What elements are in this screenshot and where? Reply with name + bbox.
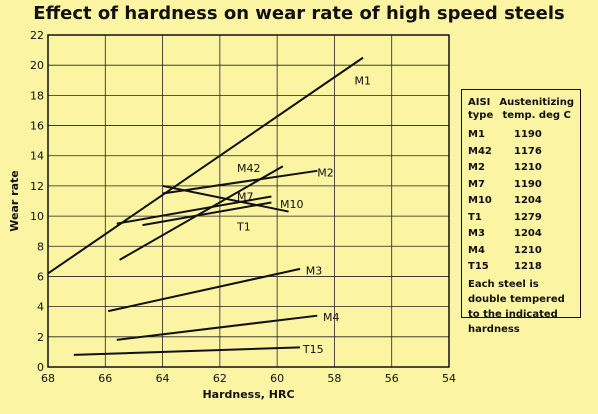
x-tick-label: 62	[213, 372, 227, 385]
series-label-t15: T15	[302, 343, 324, 356]
y-tick-label: 2	[37, 331, 44, 344]
legend-row: T15 1218	[468, 259, 574, 276]
series-line-m2	[162, 169, 318, 195]
series-label-m2: M2	[317, 166, 334, 179]
legend-type: M7	[468, 178, 485, 190]
x-tick-label: 56	[385, 372, 399, 385]
x-tick-label: 66	[98, 372, 112, 385]
series-line-t1	[162, 184, 289, 213]
legend-type: T1	[468, 211, 482, 223]
x-tick-label: 54	[442, 372, 456, 385]
x-tick-label: 58	[327, 372, 341, 385]
x-tick-label: 68	[41, 372, 55, 385]
series-line-t15	[73, 346, 301, 356]
series-label-m7: M7	[237, 190, 254, 203]
y-tick-label: 0	[37, 361, 44, 374]
plot-frame	[47, 34, 450, 368]
legend-header-temp: Austenitizing temp. deg C	[499, 97, 574, 121]
series-label-t1: T1	[236, 221, 251, 234]
legend-temp: 1204	[514, 228, 542, 239]
legend-type: T15	[468, 261, 489, 272]
y-tick-label: 6	[37, 270, 44, 283]
legend-type: M4	[468, 244, 485, 256]
series-layer: M1 M42 M2 M7 M10 T1 M3 M4 T15	[47, 56, 371, 356]
legend-temp: 1190	[514, 129, 542, 140]
y-tick-label: 16	[30, 120, 44, 133]
legend-row: M2 1210	[468, 160, 574, 177]
x-tick-label: 60	[270, 372, 284, 385]
legend-type: M3	[468, 228, 485, 239]
y-tick-label: 18	[30, 89, 44, 102]
legend-header: AISI type Austenitizing temp. deg C	[468, 96, 574, 122]
series-label-m42: M42	[237, 162, 260, 175]
legend-type: M42	[468, 145, 492, 157]
legend-row: T1 1279	[468, 210, 574, 227]
y-tick-label: 8	[37, 240, 44, 253]
series-line-m7	[116, 195, 272, 225]
legend-type: M10	[468, 195, 492, 206]
y-tick-label: 12	[30, 180, 44, 193]
y-axis-label: Wear rate	[8, 170, 21, 231]
y-tick-label: 14	[30, 150, 44, 163]
legend-row: M42 1176	[468, 144, 574, 161]
legend-temp: 1176	[514, 145, 542, 157]
series-line-m42	[119, 165, 284, 261]
legend-row: M4 1210	[468, 243, 574, 260]
legend-header-type: AISI type	[468, 97, 494, 121]
legend-temp: 1210	[514, 244, 542, 256]
y-tick-label: 22	[30, 29, 44, 42]
legend-note: Each steel is double tempered to the ind…	[468, 278, 565, 335]
x-tick-label: 64	[156, 372, 170, 385]
series-line-m10	[142, 201, 272, 227]
legend-row: M1 1190	[468, 127, 574, 144]
series-line-m3	[107, 267, 301, 313]
legend-temp: 1210	[514, 162, 542, 173]
y-tick-label: 10	[30, 210, 44, 223]
chart-title: Effect of hardness on wear rate of high …	[33, 3, 565, 24]
legend-temp: 1279	[514, 211, 542, 223]
legend-temp: 1190	[514, 178, 542, 190]
legend-temp: 1218	[514, 261, 542, 272]
legend-rows: M1 1190 M42 1176 M2 1210 M7 1190 M10 1204 T1 1279 M3…	[468, 127, 574, 276]
legend-type: M2	[468, 162, 485, 173]
y-tick-label: 4	[37, 301, 44, 314]
series-label-m4: M4	[323, 311, 340, 324]
series-line-m4	[116, 314, 318, 341]
y-tick-label: 20	[30, 59, 44, 72]
legend-row: M10 1204	[468, 193, 574, 210]
legend-box: AISI type Austenitizing temp. deg C M1 11…	[461, 89, 581, 335]
series-line-m1	[47, 56, 364, 275]
legend-temp: 1204	[514, 195, 542, 206]
legend-type: M1	[468, 129, 485, 140]
series-label-m10: M10	[280, 198, 304, 211]
series-label-m3: M3	[306, 264, 323, 277]
x-axis-label: Hardness, HRC	[202, 388, 294, 401]
series-label-m1: M1	[354, 74, 371, 87]
legend-row: M3 1204	[468, 226, 574, 243]
legend-row: M7 1190	[468, 177, 574, 194]
